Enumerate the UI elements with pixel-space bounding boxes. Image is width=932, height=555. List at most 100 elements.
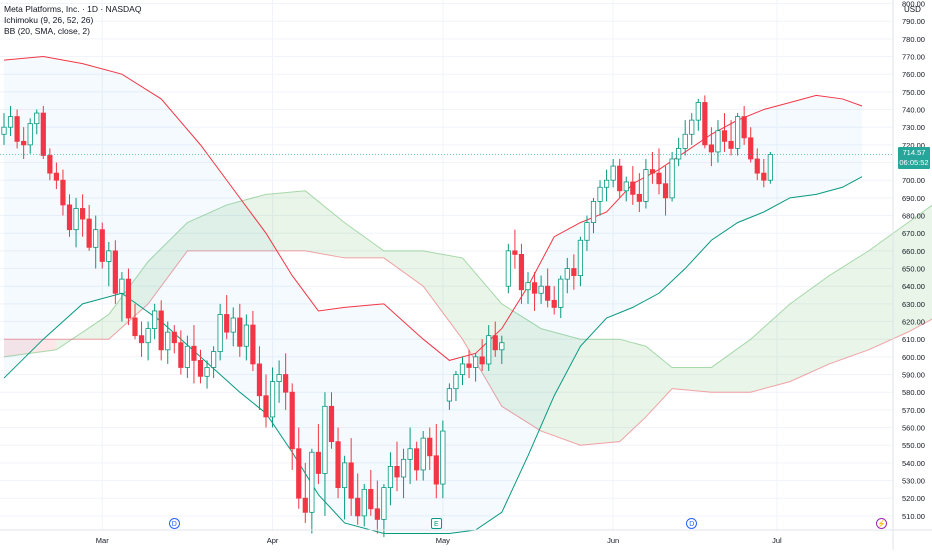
candle-body (217, 314, 223, 352)
candle-body (302, 497, 308, 513)
candle-body (486, 335, 492, 365)
candle-body (119, 278, 125, 294)
candle-body (767, 154, 773, 181)
cloud-span-a (3, 190, 932, 368)
candle-body (289, 391, 295, 450)
price-tick-label: 760.00 (902, 70, 925, 79)
candle-body (459, 363, 466, 375)
price-tick-label: 700.00 (902, 176, 925, 185)
candle-body (702, 102, 708, 146)
price-tick-label: 730.00 (902, 123, 925, 132)
currency-label[interactable]: USD (904, 5, 921, 14)
candle-body (47, 155, 53, 174)
cloud-segment (645, 346, 673, 417)
candle-body (708, 144, 715, 153)
cloud-span-b (4, 250, 932, 446)
candle-body (34, 112, 40, 125)
candle-body (689, 119, 695, 135)
price-tick-label: 800.00 (902, 0, 925, 9)
candle-body (630, 181, 636, 195)
candle-body (440, 430, 446, 485)
candle-body (361, 488, 367, 517)
candle-body (191, 345, 197, 361)
price-tick-label: 600.00 (902, 353, 925, 362)
candle-body (145, 328, 151, 344)
candle-body (564, 268, 570, 280)
candle-body (525, 282, 531, 291)
price-tick-label: 650.00 (902, 265, 925, 274)
candle-body (112, 250, 118, 294)
candle-body (466, 363, 472, 368)
cloud-segment (750, 303, 790, 393)
candle-body (250, 324, 256, 365)
price-tick-label: 530.00 (902, 477, 925, 486)
event-marker-earnings[interactable]: E (430, 518, 442, 529)
candle-body (571, 268, 577, 276)
candle-body (400, 458, 407, 478)
candle-body (617, 165, 623, 192)
candle-body (518, 253, 525, 291)
candle-body (152, 310, 158, 329)
candle-body (649, 169, 656, 174)
bar-countdown: 06:05:52 (899, 158, 929, 168)
cloud-segment (266, 190, 306, 251)
candle-body (73, 208, 79, 231)
candle-body (348, 462, 354, 499)
cloud-segment (580, 339, 620, 446)
candle-body (283, 374, 289, 393)
candle-body (197, 359, 204, 377)
candle-body (309, 451, 315, 513)
candle-body (610, 165, 616, 181)
candle-body (551, 299, 557, 308)
price-tick-label: 720.00 (902, 141, 925, 150)
cloud-segment (541, 328, 581, 446)
price-tick-label: 570.00 (902, 406, 925, 415)
ichimoku-indicator-label[interactable]: Ichimoku (9, 26, 52, 26) (4, 15, 94, 25)
price-tick-label: 790.00 (902, 17, 925, 26)
price-tick-label: 580.00 (902, 388, 925, 397)
candle-body (269, 381, 276, 418)
cloud-segment (4, 339, 57, 357)
cloud-segment (423, 250, 463, 340)
candle-body (243, 324, 249, 347)
bb-indicator-label[interactable]: BB (20, SMA, close, 2) (4, 26, 90, 36)
candle-body (472, 356, 479, 368)
candle-body (263, 395, 269, 418)
last-price-tag: 714.57 06:05:52 (898, 147, 930, 170)
candle-body (355, 497, 361, 517)
candle-body (669, 158, 675, 199)
candle-body (381, 487, 387, 520)
candle-body (505, 250, 511, 287)
candle-body (643, 169, 649, 202)
event-marker-split[interactable]: ⚡ (876, 518, 888, 529)
candle-body (682, 133, 688, 149)
candle-body (721, 130, 728, 142)
time-tick-label: Jul (772, 536, 782, 545)
cloud-segment (790, 275, 830, 382)
candle-body (315, 451, 322, 474)
candle-body (420, 437, 426, 471)
cloud-segment (462, 257, 502, 407)
price-tick-label: 520.00 (902, 494, 925, 503)
symbol-title[interactable]: Meta Platforms, Inc. · 1D · NASDAQ (4, 4, 142, 14)
price-tick-label: 550.00 (902, 441, 925, 450)
cloud-segment (383, 250, 424, 287)
candle-body (636, 193, 642, 202)
event-marker-dividend[interactable]: D (168, 518, 180, 529)
time-tick-label: Mar (96, 536, 109, 545)
candle-body (394, 465, 400, 478)
cloud-segment (56, 314, 109, 350)
price-tick-label: 770.00 (902, 53, 925, 62)
price-tick-label: 630.00 (902, 300, 925, 309)
candle-body (715, 130, 721, 153)
candle-body (604, 179, 610, 188)
event-marker-dividend[interactable]: D (686, 518, 698, 529)
candle-body (676, 147, 682, 160)
candle-body (27, 123, 33, 146)
candle-body (623, 181, 629, 192)
candle-body (60, 179, 66, 206)
candle-body (230, 317, 236, 333)
candle-body (99, 229, 105, 262)
